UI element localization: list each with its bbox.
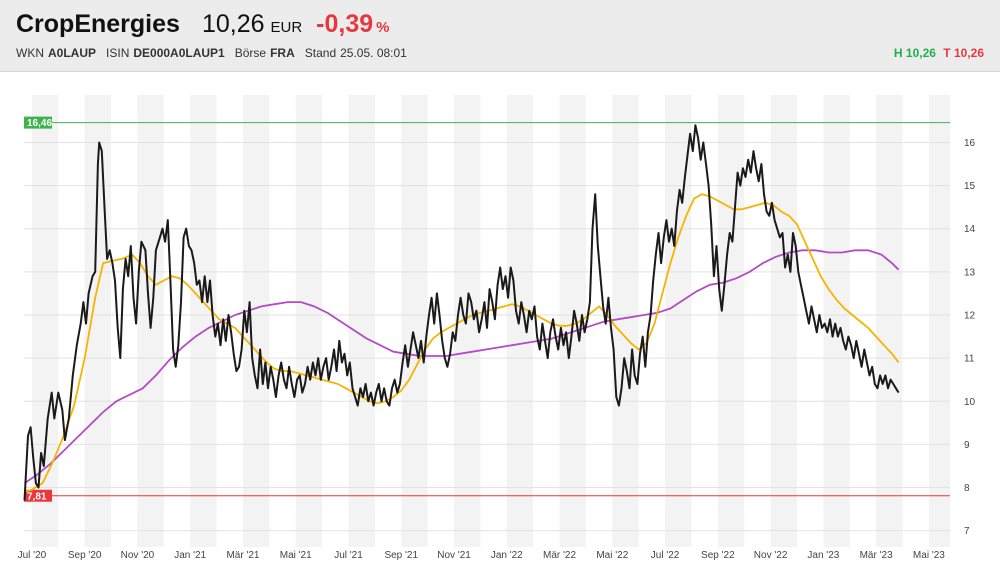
x-tick-label: Sep '21 bbox=[384, 550, 418, 561]
high-tag-label: 16,46 bbox=[27, 118, 52, 129]
wkn-label: WKN bbox=[16, 46, 44, 60]
high-low-markers: 16,46 7,81 bbox=[24, 116, 950, 502]
y-tick-label: 16 bbox=[964, 138, 976, 149]
day-low: T 10,26 bbox=[943, 46, 984, 60]
x-tick-label: Jan '22 bbox=[491, 550, 523, 561]
y-tick-label: 15 bbox=[964, 181, 976, 192]
low-tag bbox=[24, 489, 52, 502]
change-percent: -0,39 bbox=[316, 10, 374, 38]
month-band bbox=[190, 95, 217, 547]
stock-name: CropEnergies bbox=[16, 10, 180, 38]
x-tick-label: Jul '22 bbox=[651, 550, 680, 561]
price-line bbox=[23, 124, 900, 501]
x-tick-label: Mär '22 bbox=[543, 550, 576, 561]
stand-label: Stand bbox=[304, 46, 337, 60]
quote-title-row: CropEnergies 10,26 EUR -0,39 % bbox=[16, 10, 390, 39]
month-band bbox=[665, 95, 692, 547]
isin-value: DE000A0LAUP1 bbox=[133, 46, 225, 60]
x-tick-label: Mai '23 bbox=[913, 550, 945, 561]
x-tick-label: Jul '21 bbox=[334, 550, 363, 561]
quote-header: CropEnergies 10,26 EUR -0,39 % WKN A0LAU… bbox=[0, 0, 1000, 72]
y-tick-label: 7 bbox=[964, 526, 970, 537]
y-tick-label: 12 bbox=[964, 311, 976, 322]
month-band bbox=[454, 95, 481, 547]
y-tick-label: 9 bbox=[964, 440, 970, 451]
x-tick-label: Sep '22 bbox=[701, 550, 735, 561]
month-band bbox=[612, 95, 639, 547]
currency: EUR bbox=[270, 19, 303, 36]
last-price: 10,26 bbox=[201, 10, 265, 38]
exchange-value: FRA bbox=[270, 46, 295, 60]
wkn-value: A0LAUP bbox=[48, 46, 97, 60]
month-band bbox=[770, 95, 797, 547]
x-tick-label: Mai '21 bbox=[280, 550, 312, 561]
x-tick-label: Sep '20 bbox=[68, 550, 102, 561]
day-high: H 10,26 bbox=[893, 46, 936, 60]
x-tick-label: Mai '22 bbox=[596, 550, 628, 561]
month-band bbox=[717, 95, 745, 547]
x-axis: Jul '20 Sep '20 Nov '20 Jan '21 Mär '21 Mai '… bbox=[18, 550, 946, 561]
y-tick-label: 11 bbox=[964, 354, 975, 365]
month-band bbox=[31, 95, 59, 547]
ma-long-line bbox=[23, 249, 900, 484]
y-tick-label: 13 bbox=[964, 267, 976, 278]
x-tick-label: Nov '22 bbox=[754, 550, 788, 561]
stand-value: 25.05. 08:01 bbox=[340, 46, 407, 60]
series-lines bbox=[23, 124, 900, 501]
x-tick-label: Mär '23 bbox=[860, 550, 893, 561]
month-band bbox=[876, 95, 903, 547]
month-band bbox=[401, 95, 428, 547]
x-tick-label: Jan '23 bbox=[807, 550, 839, 561]
change-percent-unit: % bbox=[376, 19, 390, 36]
y-tick-label: 14 bbox=[964, 224, 976, 235]
month-band bbox=[928, 95, 950, 547]
security-meta: WKN A0LAUP ISIN DE000A0LAUP1 Börse FRA S… bbox=[16, 46, 411, 60]
month-band bbox=[348, 95, 375, 547]
grid-bands bbox=[31, 95, 950, 547]
x-tick-label: Mär '21 bbox=[226, 550, 259, 561]
y-tick-label: 10 bbox=[964, 397, 976, 408]
x-tick-label: Jul '20 bbox=[18, 550, 47, 561]
exchange-label: Börse bbox=[234, 46, 267, 60]
x-tick-label: Jan '21 bbox=[174, 550, 206, 561]
low-tag-label: 7,81 bbox=[27, 491, 47, 502]
y-tick-label: 8 bbox=[964, 483, 970, 494]
month-band bbox=[295, 95, 323, 547]
high-low: H 10,26 T 10,26 bbox=[894, 46, 984, 60]
y-axis: 7 8 9 10 11 12 13 14 15 16 bbox=[964, 138, 976, 537]
isin-label: ISIN bbox=[106, 46, 130, 60]
high-tag bbox=[24, 116, 52, 129]
x-tick-label: Nov '21 bbox=[437, 550, 471, 561]
price-chart: 16,46 7,81 7 8 9 10 11 12 13 14 15 16 Jul '20 Sep '… bbox=[18, 95, 976, 561]
x-tick-label: Nov '20 bbox=[121, 550, 155, 561]
month-band bbox=[823, 95, 850, 547]
